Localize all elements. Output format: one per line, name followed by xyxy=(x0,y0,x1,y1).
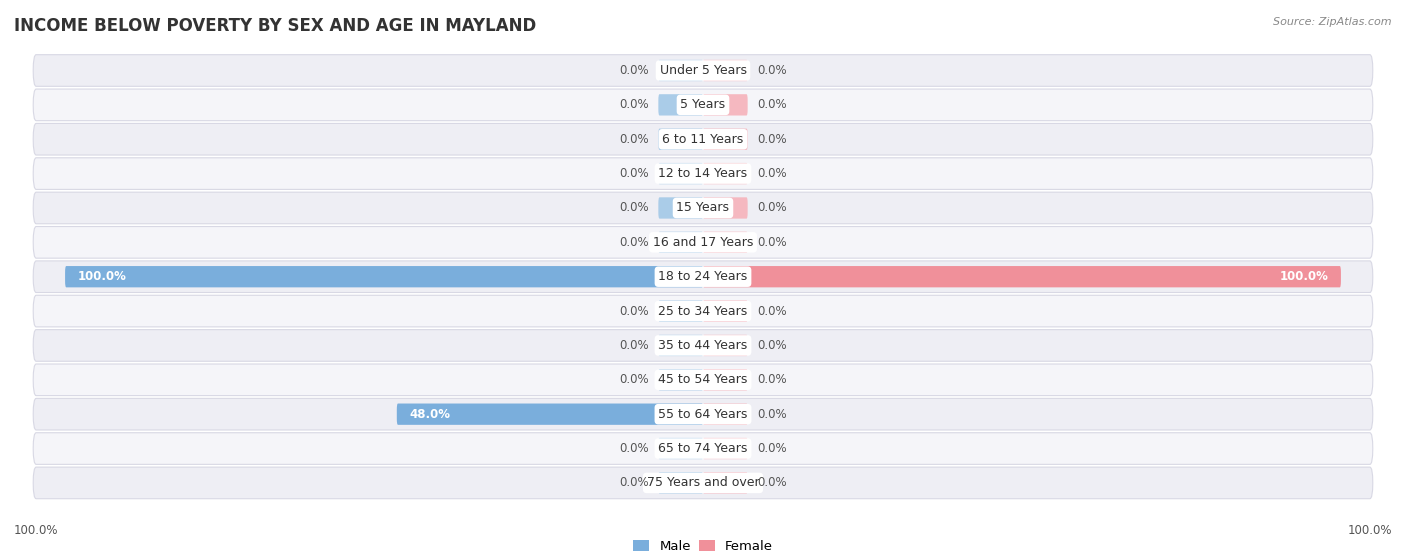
FancyBboxPatch shape xyxy=(703,404,748,425)
Text: 0.0%: 0.0% xyxy=(619,339,648,352)
FancyBboxPatch shape xyxy=(703,369,748,391)
FancyBboxPatch shape xyxy=(34,55,1372,86)
Text: 0.0%: 0.0% xyxy=(758,167,787,180)
FancyBboxPatch shape xyxy=(34,192,1372,224)
Text: Source: ZipAtlas.com: Source: ZipAtlas.com xyxy=(1274,17,1392,27)
FancyBboxPatch shape xyxy=(703,129,748,150)
Text: 0.0%: 0.0% xyxy=(758,339,787,352)
FancyBboxPatch shape xyxy=(34,399,1372,430)
FancyBboxPatch shape xyxy=(34,330,1372,361)
Text: 35 to 44 Years: 35 to 44 Years xyxy=(658,339,748,352)
FancyBboxPatch shape xyxy=(703,266,1341,287)
FancyBboxPatch shape xyxy=(34,433,1372,465)
Text: 0.0%: 0.0% xyxy=(758,408,787,421)
Text: 0.0%: 0.0% xyxy=(758,132,787,146)
FancyBboxPatch shape xyxy=(34,226,1372,258)
Text: 0.0%: 0.0% xyxy=(758,305,787,318)
Text: 0.0%: 0.0% xyxy=(619,201,648,215)
FancyBboxPatch shape xyxy=(34,158,1372,190)
FancyBboxPatch shape xyxy=(34,124,1372,155)
Text: 55 to 64 Years: 55 to 64 Years xyxy=(658,408,748,421)
Text: 100.0%: 100.0% xyxy=(14,524,59,537)
FancyBboxPatch shape xyxy=(658,197,703,219)
FancyBboxPatch shape xyxy=(703,300,748,322)
FancyBboxPatch shape xyxy=(34,261,1372,292)
Text: 0.0%: 0.0% xyxy=(758,64,787,77)
FancyBboxPatch shape xyxy=(34,89,1372,121)
Text: 12 to 14 Years: 12 to 14 Years xyxy=(658,167,748,180)
Text: 0.0%: 0.0% xyxy=(619,373,648,386)
Text: Under 5 Years: Under 5 Years xyxy=(659,64,747,77)
FancyBboxPatch shape xyxy=(703,163,748,184)
Text: 100.0%: 100.0% xyxy=(1279,270,1329,283)
Text: 65 to 74 Years: 65 to 74 Years xyxy=(658,442,748,455)
Text: 15 Years: 15 Years xyxy=(676,201,730,215)
FancyBboxPatch shape xyxy=(658,472,703,494)
FancyBboxPatch shape xyxy=(34,467,1372,499)
FancyBboxPatch shape xyxy=(703,60,748,81)
FancyBboxPatch shape xyxy=(703,231,748,253)
Legend: Male, Female: Male, Female xyxy=(633,540,773,553)
Text: 0.0%: 0.0% xyxy=(758,442,787,455)
Text: 48.0%: 48.0% xyxy=(409,408,450,421)
Text: 0.0%: 0.0% xyxy=(619,236,648,249)
Text: 0.0%: 0.0% xyxy=(619,98,648,111)
Text: 0.0%: 0.0% xyxy=(619,476,648,490)
Text: 0.0%: 0.0% xyxy=(619,64,648,77)
Text: 25 to 34 Years: 25 to 34 Years xyxy=(658,305,748,318)
Text: 6 to 11 Years: 6 to 11 Years xyxy=(662,132,744,146)
FancyBboxPatch shape xyxy=(65,266,703,287)
Text: 45 to 54 Years: 45 to 54 Years xyxy=(658,373,748,386)
FancyBboxPatch shape xyxy=(658,94,703,116)
FancyBboxPatch shape xyxy=(703,438,748,459)
Text: 75 Years and over: 75 Years and over xyxy=(647,476,759,490)
FancyBboxPatch shape xyxy=(703,472,748,494)
Text: 0.0%: 0.0% xyxy=(758,476,787,490)
FancyBboxPatch shape xyxy=(34,295,1372,327)
Text: 0.0%: 0.0% xyxy=(619,305,648,318)
FancyBboxPatch shape xyxy=(703,94,748,116)
FancyBboxPatch shape xyxy=(396,404,703,425)
FancyBboxPatch shape xyxy=(703,197,748,219)
FancyBboxPatch shape xyxy=(658,163,703,184)
Text: 0.0%: 0.0% xyxy=(758,201,787,215)
Text: 0.0%: 0.0% xyxy=(758,98,787,111)
FancyBboxPatch shape xyxy=(703,335,748,356)
Text: 0.0%: 0.0% xyxy=(619,442,648,455)
FancyBboxPatch shape xyxy=(658,335,703,356)
Text: INCOME BELOW POVERTY BY SEX AND AGE IN MAYLAND: INCOME BELOW POVERTY BY SEX AND AGE IN M… xyxy=(14,17,536,35)
Text: 100.0%: 100.0% xyxy=(77,270,127,283)
Text: 100.0%: 100.0% xyxy=(1347,524,1392,537)
FancyBboxPatch shape xyxy=(658,231,703,253)
Text: 5 Years: 5 Years xyxy=(681,98,725,111)
FancyBboxPatch shape xyxy=(658,60,703,81)
FancyBboxPatch shape xyxy=(658,369,703,391)
Text: 0.0%: 0.0% xyxy=(619,132,648,146)
Text: 16 and 17 Years: 16 and 17 Years xyxy=(652,236,754,249)
FancyBboxPatch shape xyxy=(658,300,703,322)
FancyBboxPatch shape xyxy=(658,438,703,459)
Text: 0.0%: 0.0% xyxy=(758,236,787,249)
Text: 18 to 24 Years: 18 to 24 Years xyxy=(658,270,748,283)
Text: 0.0%: 0.0% xyxy=(758,373,787,386)
FancyBboxPatch shape xyxy=(34,364,1372,396)
Text: 0.0%: 0.0% xyxy=(619,167,648,180)
FancyBboxPatch shape xyxy=(658,129,703,150)
